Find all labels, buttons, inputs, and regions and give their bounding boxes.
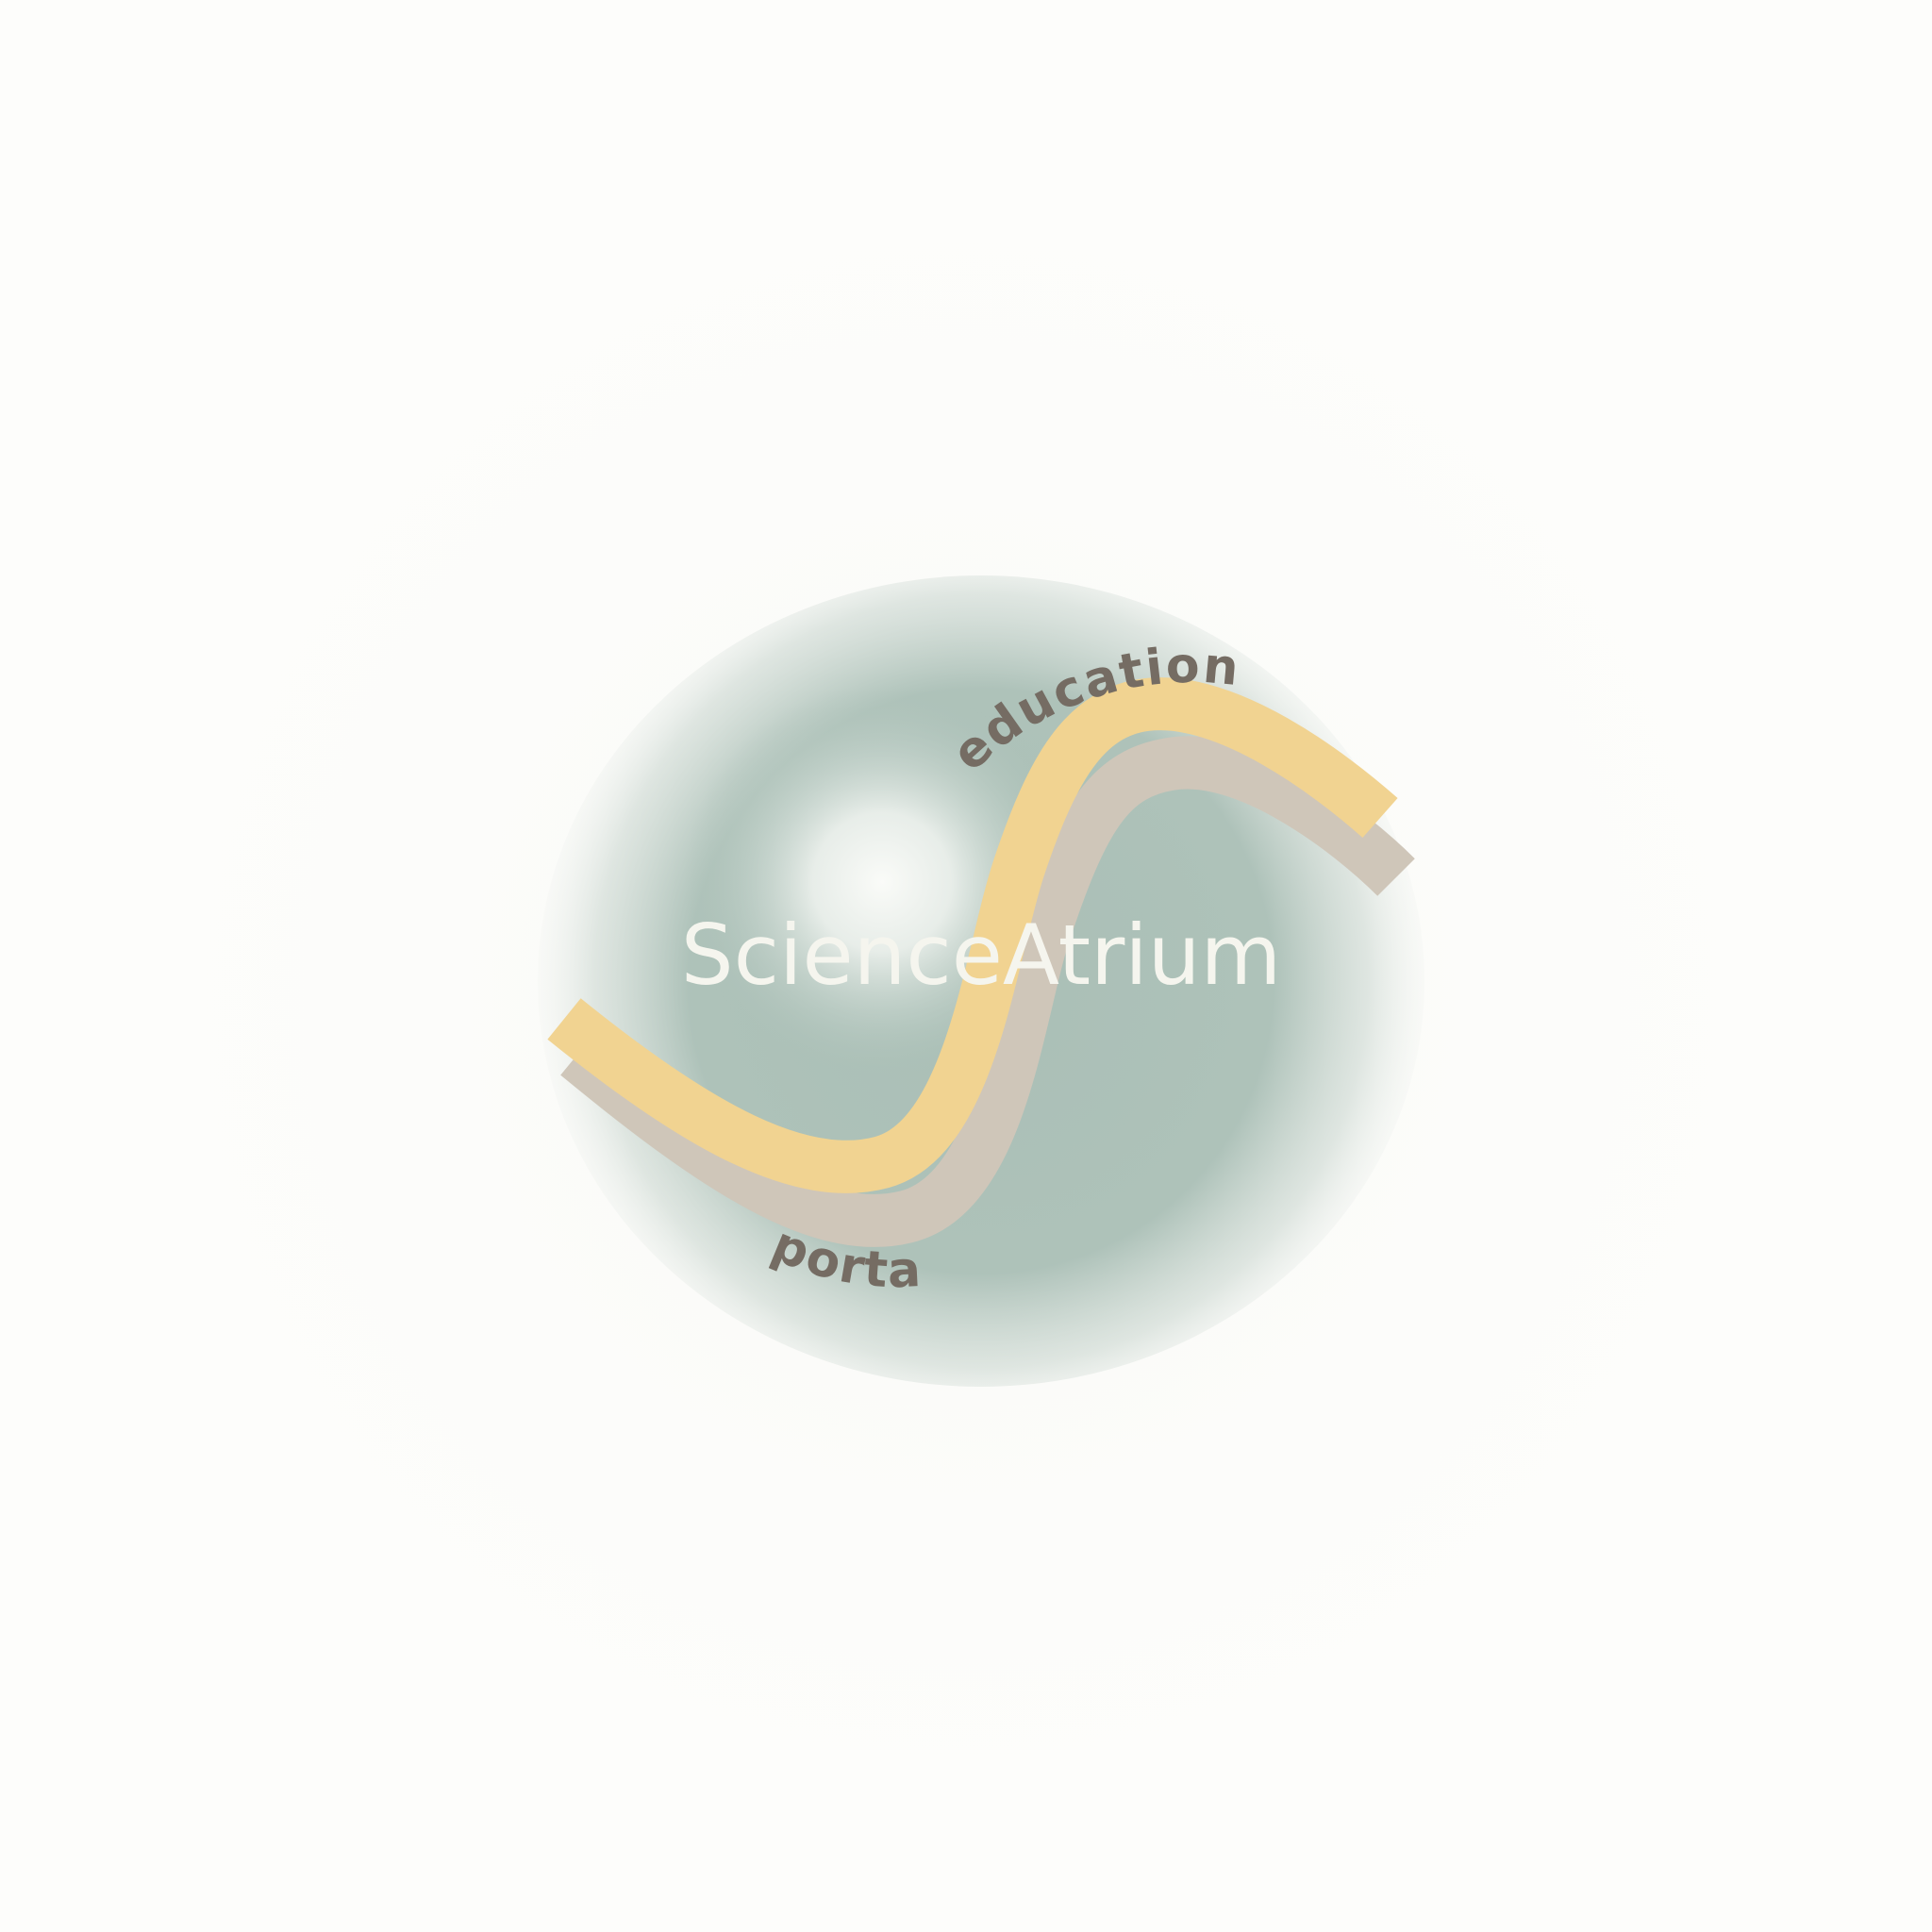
wave-ribbon bbox=[547, 677, 1398, 1193]
brand-wordmark: ScienceAtrium bbox=[681, 907, 1281, 1004]
wave-shadow bbox=[560, 736, 1415, 1247]
